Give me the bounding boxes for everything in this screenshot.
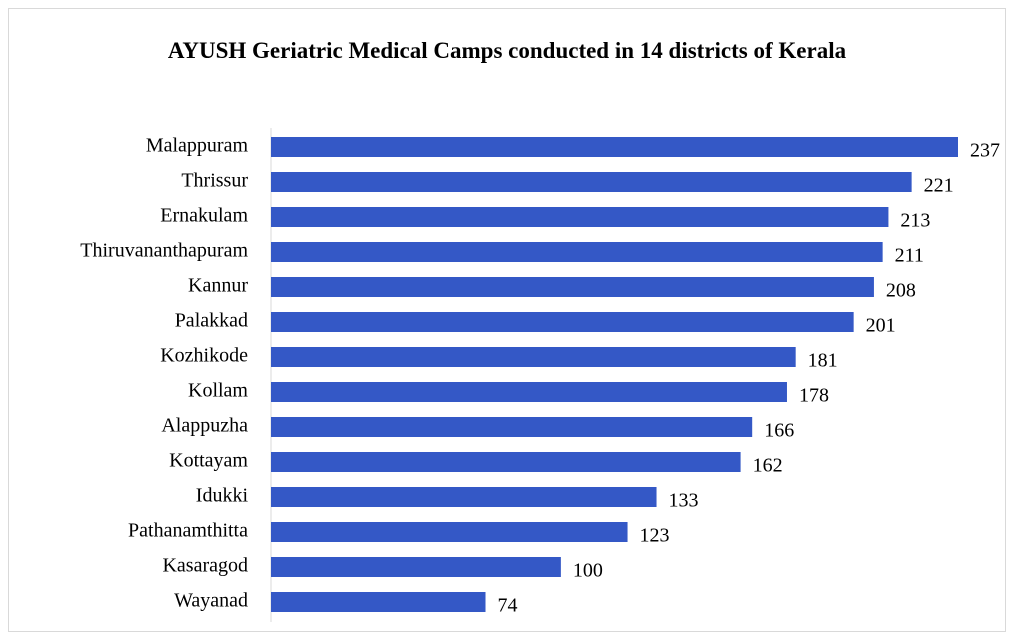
y-tick-label: Palakkad bbox=[175, 310, 248, 332]
y-tick-label: Kannur bbox=[188, 275, 248, 297]
bar bbox=[271, 417, 753, 437]
bar bbox=[271, 172, 912, 192]
data-label: 221 bbox=[924, 175, 954, 197]
data-label: 74 bbox=[498, 595, 518, 617]
data-label: 162 bbox=[753, 455, 783, 477]
bar bbox=[271, 242, 883, 262]
data-label: 213 bbox=[900, 210, 930, 232]
data-label: 211 bbox=[895, 245, 924, 267]
y-tick-label: Wayanad bbox=[174, 590, 248, 612]
data-label: 178 bbox=[799, 385, 829, 407]
bar bbox=[271, 452, 741, 472]
data-label: 166 bbox=[764, 420, 794, 442]
bar bbox=[271, 277, 874, 297]
y-tick-label: Kozhikode bbox=[160, 345, 248, 367]
data-label: 201 bbox=[866, 315, 896, 337]
bar bbox=[271, 312, 854, 332]
bar bbox=[271, 382, 787, 402]
data-label: 208 bbox=[886, 280, 916, 302]
data-label: 181 bbox=[808, 350, 838, 372]
bar bbox=[271, 207, 889, 227]
data-label: 237 bbox=[970, 140, 1000, 162]
y-tick-label: Ernakulam bbox=[160, 205, 248, 227]
chart-title: AYUSH Geriatric Medical Camps conducted … bbox=[167, 38, 847, 63]
bar bbox=[271, 522, 628, 542]
y-tick-label: Kottayam bbox=[169, 450, 248, 472]
y-tick-label: Kollam bbox=[188, 380, 248, 402]
y-tick-label: Alappuzha bbox=[161, 415, 248, 437]
bar bbox=[271, 347, 796, 367]
y-tick-label: Thrissur bbox=[181, 170, 248, 192]
y-tick-label: Malappuram bbox=[146, 135, 249, 157]
data-label: 123 bbox=[640, 525, 670, 547]
y-tick-label: Thiruvananthapuram bbox=[80, 240, 248, 262]
bar bbox=[271, 137, 958, 157]
bar bbox=[271, 592, 486, 612]
data-label: 133 bbox=[669, 490, 699, 512]
y-tick-label: Kasaragod bbox=[162, 555, 248, 577]
y-tick-label: Idukki bbox=[196, 485, 249, 507]
bar bbox=[271, 487, 657, 507]
y-tick-label: Pathanamthitta bbox=[128, 520, 248, 542]
chart-border bbox=[8, 8, 1006, 632]
data-label: 100 bbox=[573, 560, 603, 582]
bar bbox=[271, 557, 561, 577]
